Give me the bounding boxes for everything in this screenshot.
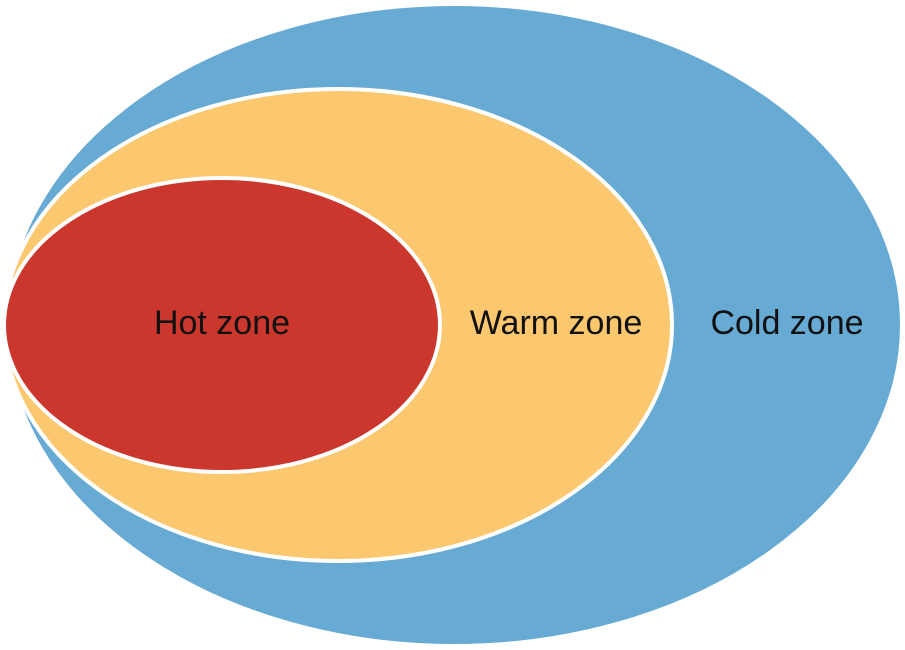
hot-zone-ellipse — [2, 176, 442, 474]
warm-zone-label: Warm zone — [470, 304, 643, 342]
cold-zone-label: Cold zone — [710, 304, 863, 342]
hot-zone-label: Hot zone — [154, 304, 290, 342]
